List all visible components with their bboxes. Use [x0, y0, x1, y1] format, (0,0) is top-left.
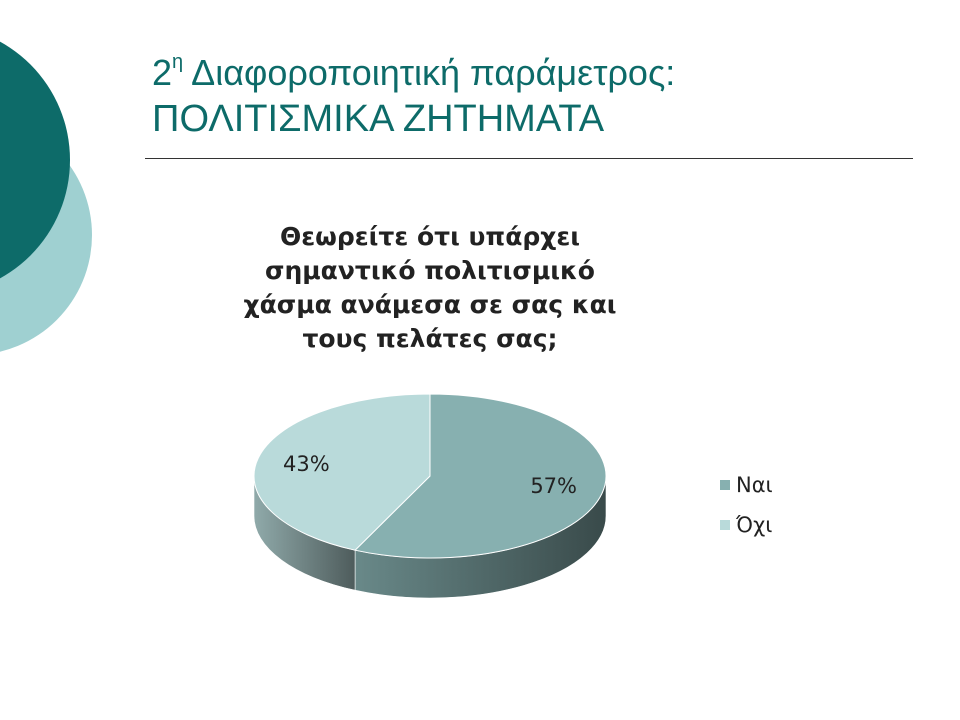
legend-item-0: Ναι	[720, 465, 773, 505]
title-divider	[145, 158, 913, 159]
legend-label-1: Όχι	[736, 513, 773, 537]
slide-subtitle: ΠΟΛΙΤΙΣΜΙΚΑ ΖΗΤΗΜΑΤΑ	[152, 98, 605, 140]
chart-title: Θεωρείτε ότι υπάρχει σημαντικό πολιτισμι…	[243, 222, 617, 353]
title-prefix: 2	[152, 52, 173, 93]
title-rest: Διαφοροποιητική παράμετρος:	[183, 52, 676, 93]
dark-circle	[0, 41, 70, 279]
pie-label-0: 57%	[530, 474, 577, 498]
chart-legend: Ναι Όχι	[720, 465, 773, 545]
pie-label-1: 43%	[283, 452, 330, 476]
slide-title: 2η Διαφοροποιητική παράμετρος:	[152, 51, 676, 94]
legend-item-1: Όχι	[720, 505, 773, 545]
title-superscript: η	[172, 51, 184, 73]
legend-label-0: Ναι	[736, 473, 773, 497]
pie-slice-0	[354, 393, 607, 559]
decorative-circles	[0, 41, 92, 352]
legend-swatch-0	[720, 480, 730, 490]
pie-slice-1	[253, 393, 431, 551]
legend-swatch-1	[720, 520, 730, 530]
